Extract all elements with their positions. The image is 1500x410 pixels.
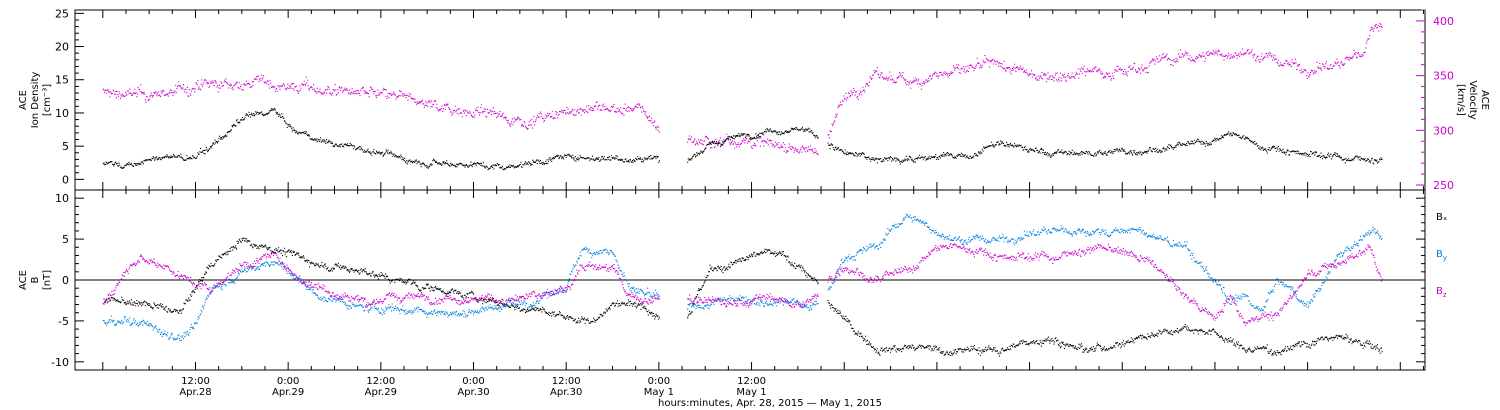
bfield-legend: Bₓ By Bz (1436, 212, 1447, 299)
x-tick-time: 12:00 (366, 376, 395, 387)
velocity-tick-label: 400 (1433, 15, 1454, 28)
velocity-tick-label: 250 (1433, 179, 1454, 192)
x-tick-time: 12:00 (737, 376, 766, 387)
legend-item: Bz (1436, 286, 1447, 299)
density-tick-label: 0 (62, 173, 69, 186)
x-tick-time: 0:00 (648, 376, 670, 387)
legend-item: By (1436, 249, 1447, 262)
x-tick-time: 12:00 (181, 376, 210, 387)
density-series-points (102, 107, 1383, 171)
density-tick-label: 10 (55, 107, 69, 120)
velocity-series (102, 22, 1383, 156)
density-series (102, 107, 1383, 171)
bfield-axis-label-line: [nT] (42, 270, 53, 290)
bfield-tick-label: -5 (58, 315, 69, 328)
velocity-series-points (102, 22, 1383, 156)
by-series (102, 213, 1383, 342)
by-series-points (102, 213, 1383, 342)
x-tick-date: May 1 (644, 387, 674, 398)
x-tick-date: Apr.29 (272, 387, 304, 398)
bfield-tick-label: 0 (62, 274, 69, 287)
density-axis-label-line: [cm⁻³] (42, 84, 53, 116)
x-tick-date: Apr.28 (179, 387, 211, 398)
velocity-tick-label: 350 (1433, 70, 1454, 83)
bfield-axis-label-line: B (30, 276, 41, 283)
velocity-axis-label-line: [km/s] (1455, 84, 1466, 116)
x-axis-title: hours:minutes, Apr. 28, 2015 — May 1, 20… (658, 398, 882, 409)
velocity-axis-label-line: ACE (1479, 90, 1490, 110)
density-axis-label-line: ACE (18, 90, 29, 110)
x-tick-date: Apr.29 (365, 387, 397, 398)
density-axis-label-line: Ion Density (30, 72, 41, 129)
density-tick-label: 25 (55, 7, 69, 20)
bfield-axis-label-line: ACE (18, 270, 29, 290)
velocity-tick-label: 300 (1433, 124, 1454, 137)
density-tick-label: 5 (62, 140, 69, 153)
x-tick-time: 0:00 (462, 376, 484, 387)
density-tick-label: 20 (55, 41, 69, 54)
x-tick-date: Apr.30 (550, 387, 582, 398)
x-tick-time: 0:00 (277, 376, 299, 387)
bfield-tick-label: 5 (62, 233, 69, 246)
density-tick-label: 15 (55, 74, 69, 87)
x-tick-date: May 1 (736, 387, 766, 398)
x-tick-date: Apr.30 (457, 387, 489, 398)
x-tick-time: 12:00 (552, 376, 581, 387)
legend-item: Bₓ (1436, 212, 1447, 223)
density-axis-label: ACE Ion Density [cm⁻³] (18, 72, 53, 129)
bfield-axis-label: ACE B [nT] (18, 270, 53, 290)
bfield-tick-label: -10 (51, 356, 69, 369)
velocity-axis-label-line: Velocity (1467, 80, 1478, 119)
bfield-tick-label: 10 (55, 192, 69, 205)
